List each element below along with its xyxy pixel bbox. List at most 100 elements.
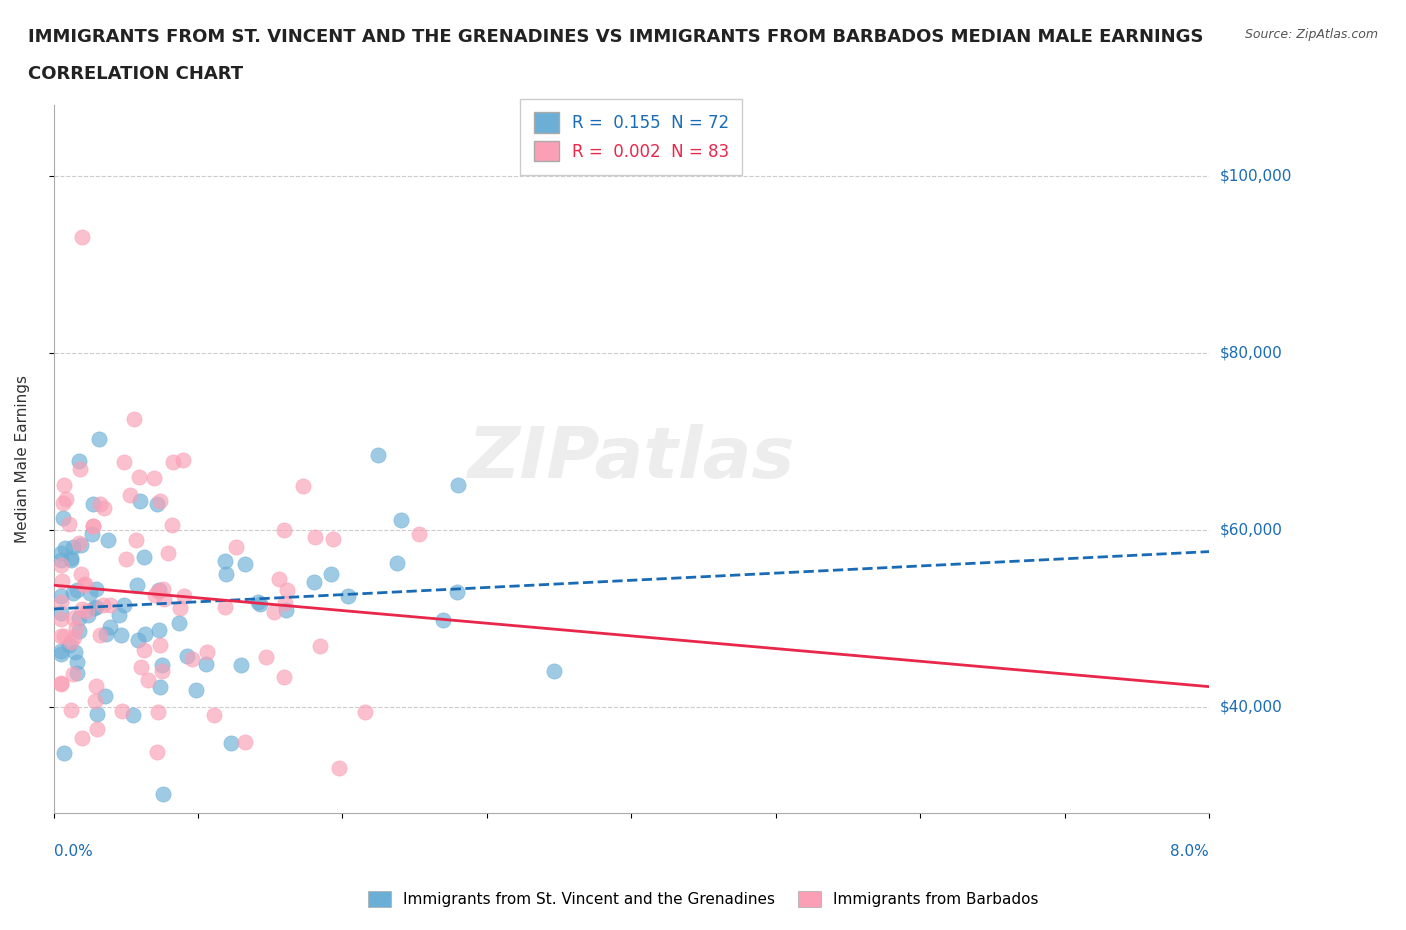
Point — [60, 635, 83, 650]
Point — [328, 761, 350, 776]
Point — [214, 600, 236, 615]
Legend: R =  0.155  N = 72, R =  0.002  N = 83: R = 0.155 N = 72, R = 0.002 N = 83 — [520, 99, 742, 175]
Legend: Immigrants from St. Vincent and the Grenadines, Immigrants from Barbados: Immigrants from St. Vincent and the Gren… — [361, 884, 1045, 913]
Point — [52, 629, 75, 644]
Point — [319, 566, 342, 581]
Text: $80,000: $80,000 — [1220, 345, 1282, 360]
Point — [51, 511, 73, 525]
Point — [274, 603, 297, 618]
Point — [70, 601, 93, 616]
Point — [215, 566, 238, 581]
Point — [125, 578, 148, 592]
Point — [100, 619, 122, 634]
Point — [49, 558, 72, 573]
Point — [59, 551, 82, 565]
Point — [111, 704, 134, 719]
Point — [53, 477, 76, 492]
Point — [387, 556, 409, 571]
Point — [83, 601, 105, 616]
Point — [82, 519, 104, 534]
Point — [97, 533, 120, 548]
Point — [148, 623, 170, 638]
Point — [132, 549, 155, 564]
Point — [221, 735, 243, 750]
Point — [121, 707, 143, 722]
Point — [322, 532, 344, 547]
Point — [49, 644, 72, 658]
Point — [169, 601, 191, 616]
Point — [167, 616, 190, 631]
Point — [70, 730, 93, 745]
Point — [202, 708, 225, 723]
Point — [82, 518, 104, 533]
Point — [149, 679, 172, 694]
Point — [233, 735, 256, 750]
Point — [89, 627, 111, 642]
Point — [67, 536, 90, 551]
Point — [76, 604, 98, 618]
Point — [173, 589, 195, 604]
Point — [69, 461, 91, 476]
Point — [124, 532, 146, 547]
Point — [63, 644, 86, 659]
Point — [66, 665, 89, 680]
Point — [89, 497, 111, 512]
Point — [91, 598, 114, 613]
Point — [49, 675, 72, 690]
Point — [55, 492, 77, 507]
Text: Source: ZipAtlas.com: Source: ZipAtlas.com — [1244, 28, 1378, 41]
Point — [93, 689, 115, 704]
Point — [49, 629, 72, 644]
Point — [67, 624, 90, 639]
Point — [62, 585, 84, 600]
Point — [254, 650, 277, 665]
Text: $100,000: $100,000 — [1220, 168, 1292, 183]
Point — [148, 583, 170, 598]
Point — [162, 455, 184, 470]
Point — [62, 539, 84, 554]
Point — [93, 501, 115, 516]
Point — [49, 594, 72, 609]
Point — [249, 597, 271, 612]
Point — [367, 447, 389, 462]
Point — [267, 572, 290, 587]
Point — [49, 612, 72, 627]
Point — [58, 637, 80, 652]
Point — [96, 627, 118, 642]
Point — [118, 487, 141, 502]
Point — [49, 605, 72, 620]
Point — [152, 786, 174, 801]
Point — [143, 471, 166, 485]
Point — [72, 230, 94, 245]
Point — [309, 639, 332, 654]
Point — [70, 538, 93, 552]
Point — [86, 707, 108, 722]
Point — [70, 566, 93, 581]
Text: $40,000: $40,000 — [1220, 699, 1282, 714]
Point — [55, 541, 77, 556]
Point — [77, 607, 100, 622]
Point — [127, 632, 149, 647]
Point — [67, 610, 90, 625]
Point — [84, 581, 107, 596]
Point — [194, 657, 217, 671]
Point — [49, 676, 72, 691]
Point — [60, 703, 83, 718]
Point — [432, 612, 454, 627]
Point — [62, 666, 84, 681]
Point — [67, 453, 90, 468]
Point — [73, 578, 96, 592]
Point — [79, 586, 101, 601]
Point — [65, 620, 87, 635]
Point — [181, 652, 204, 667]
Point — [408, 526, 430, 541]
Point — [149, 493, 172, 508]
Point — [84, 600, 107, 615]
Point — [148, 705, 170, 720]
Text: ZIPatlas: ZIPatlas — [468, 424, 794, 493]
Point — [58, 517, 80, 532]
Point — [176, 648, 198, 663]
Point — [84, 678, 107, 693]
Text: $60,000: $60,000 — [1220, 522, 1284, 538]
Point — [49, 589, 72, 604]
